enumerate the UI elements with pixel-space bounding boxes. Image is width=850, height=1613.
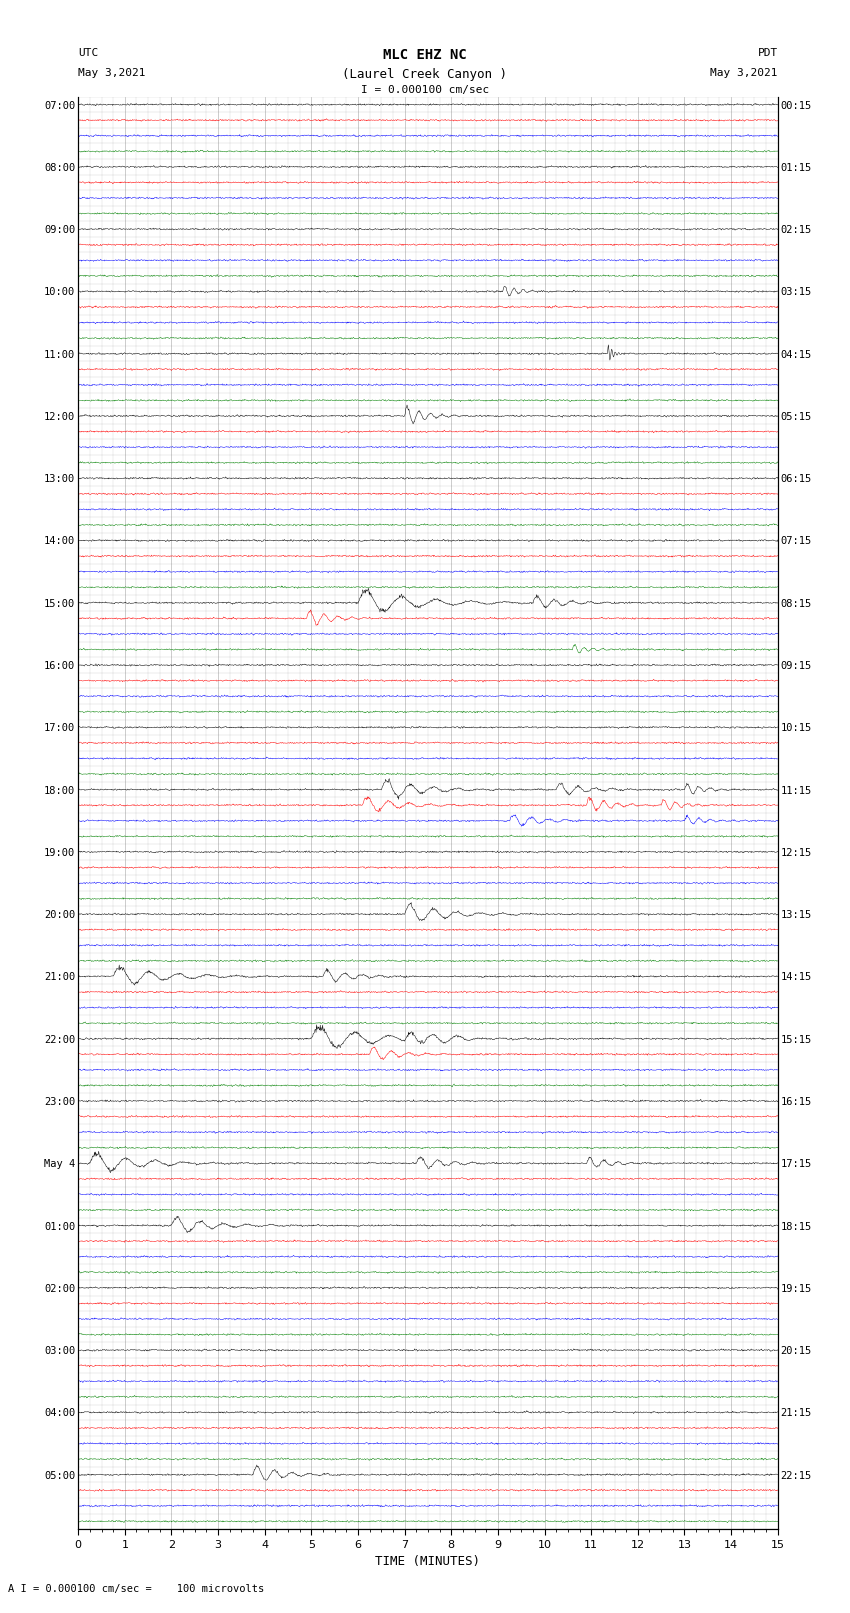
Text: UTC: UTC: [78, 48, 99, 58]
Text: A I = 0.000100 cm/sec =    100 microvolts: A I = 0.000100 cm/sec = 100 microvolts: [8, 1584, 264, 1594]
Text: I = 0.000100 cm/sec: I = 0.000100 cm/sec: [361, 85, 489, 95]
Text: MLC EHZ NC: MLC EHZ NC: [383, 48, 467, 63]
Text: PDT: PDT: [757, 48, 778, 58]
X-axis label: TIME (MINUTES): TIME (MINUTES): [376, 1555, 480, 1568]
Text: May 3,2021: May 3,2021: [78, 68, 145, 77]
Text: May 3,2021: May 3,2021: [711, 68, 778, 77]
Text: (Laurel Creek Canyon ): (Laurel Creek Canyon ): [343, 68, 507, 81]
